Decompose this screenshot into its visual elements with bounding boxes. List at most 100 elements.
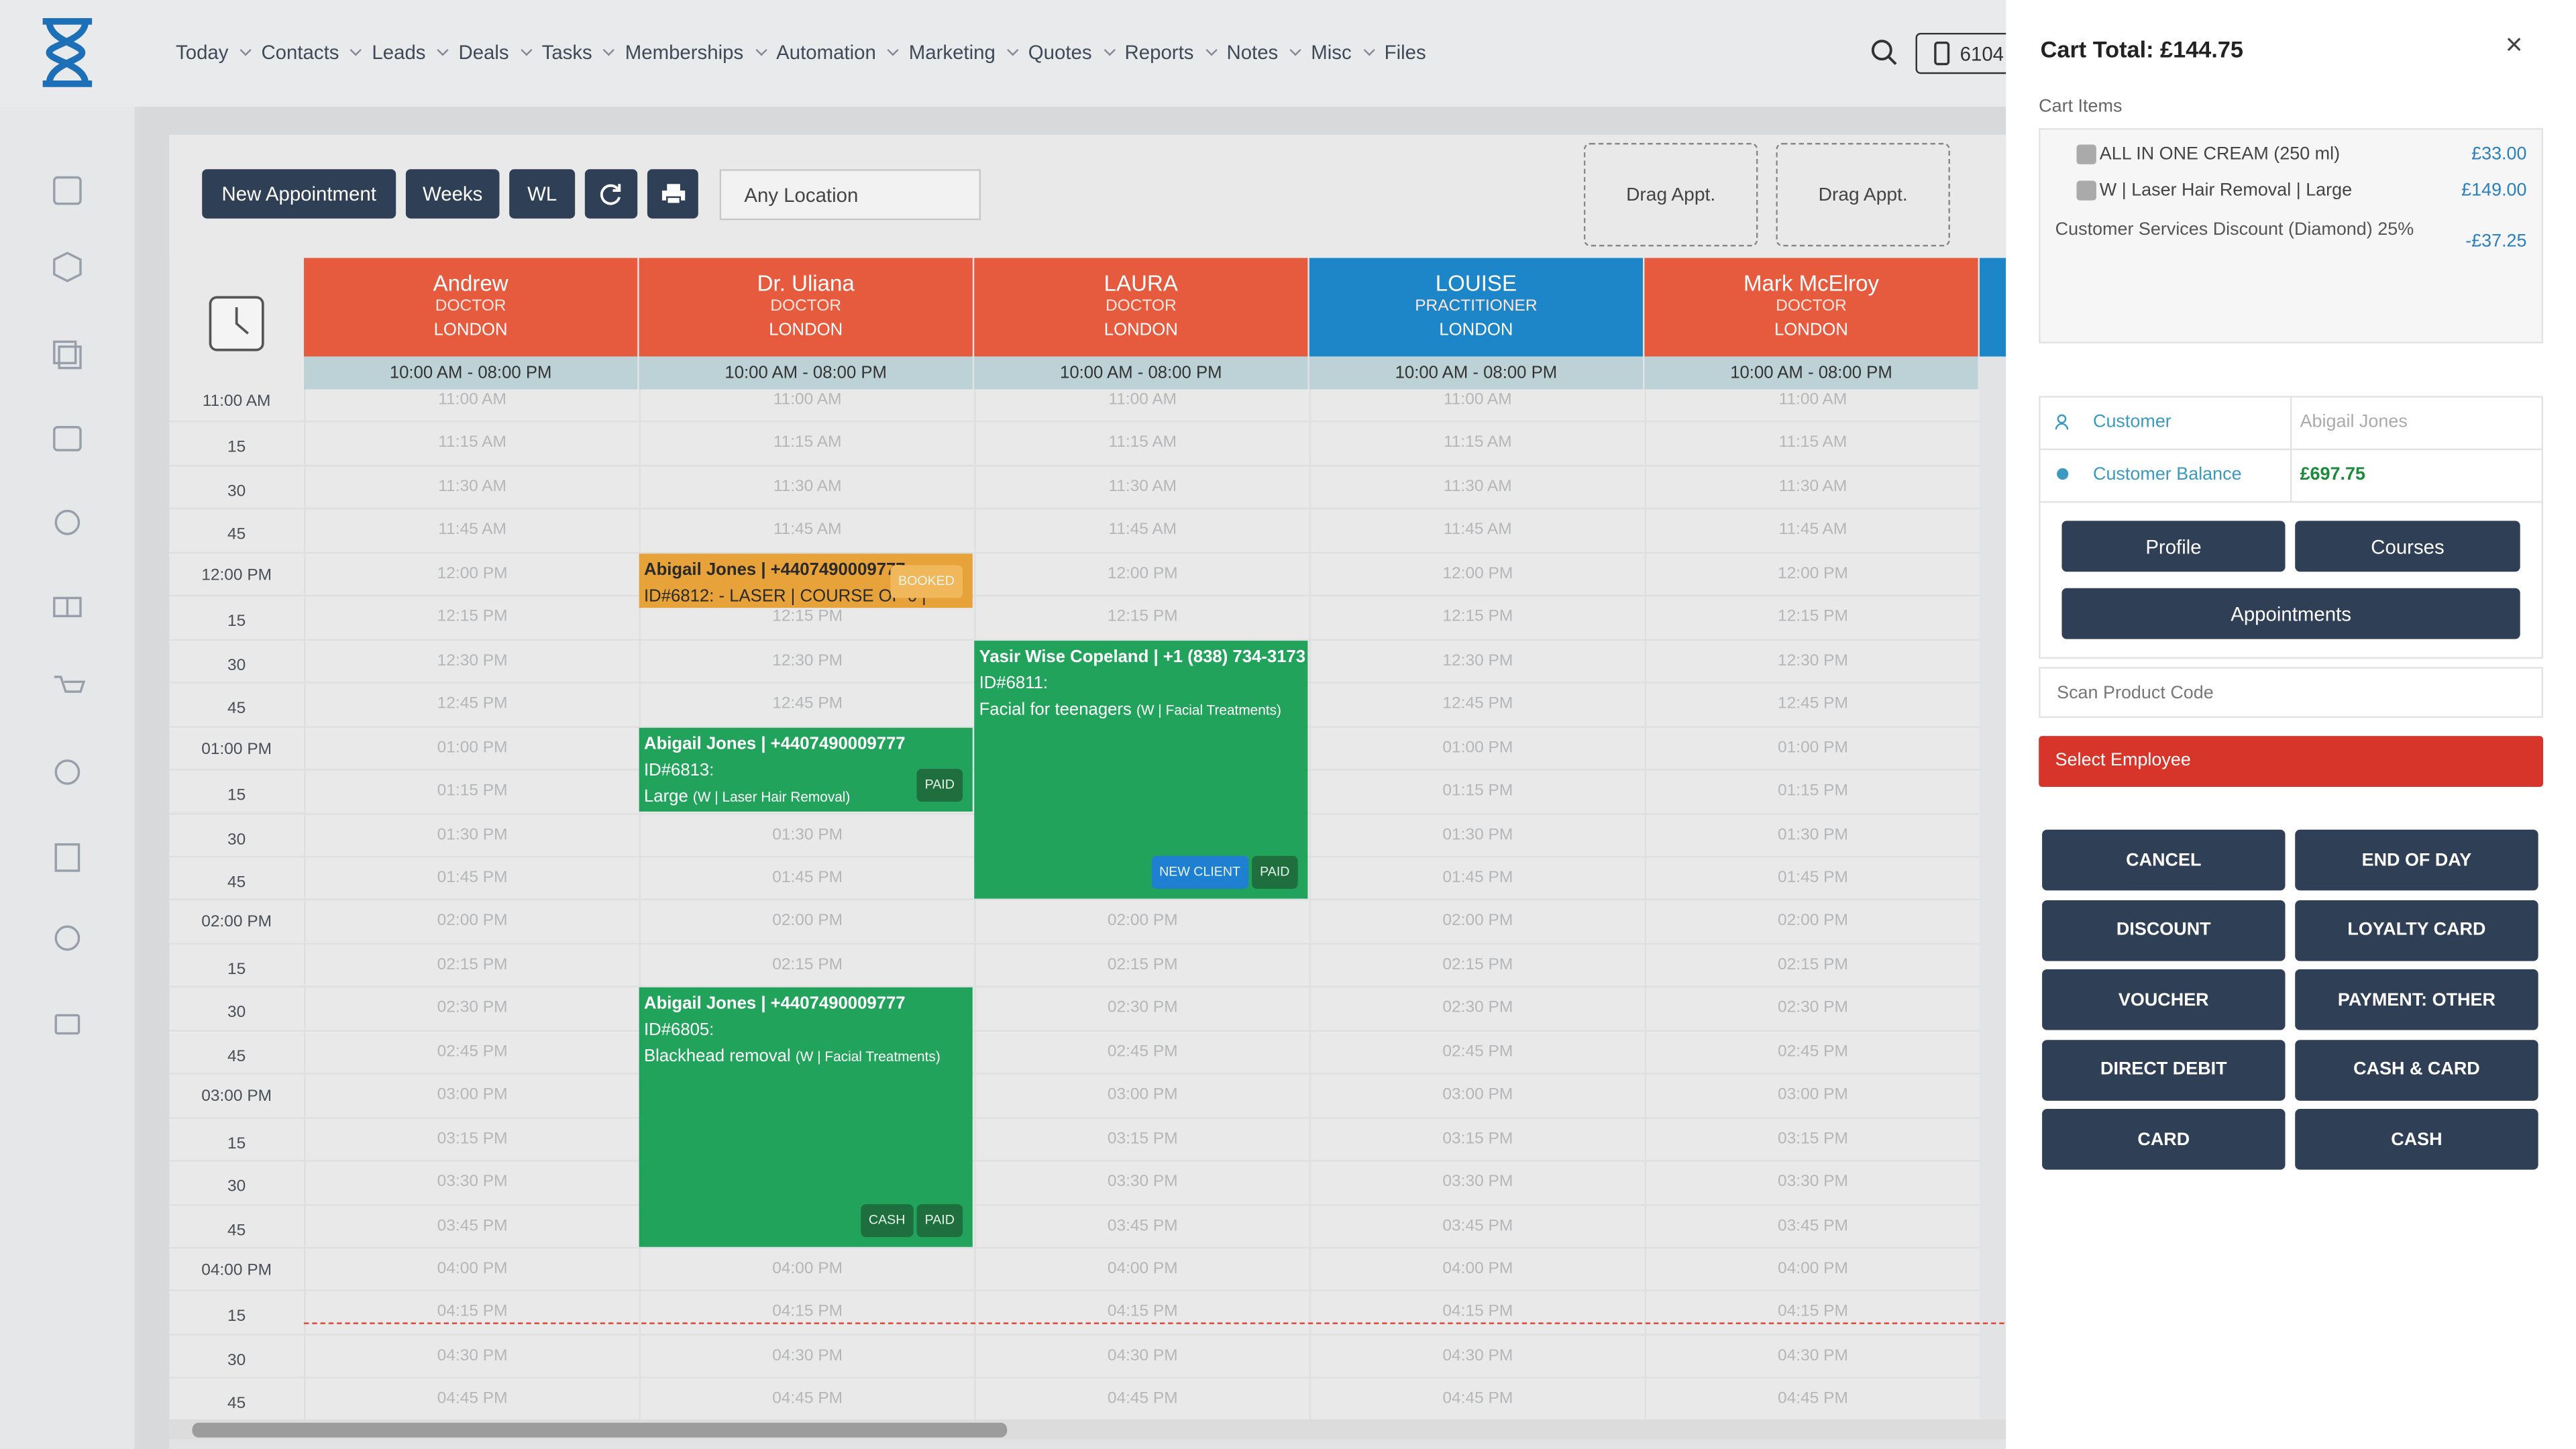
customer-button[interactable]: Courses (2295, 521, 2520, 572)
payment-button[interactable]: CANCEL (2042, 829, 2286, 891)
slot-cell[interactable]: 11:00 AM (1644, 389, 1980, 423)
slot-cell[interactable]: 11:00 AM (974, 389, 1309, 423)
slot-cell[interactable]: 12:15 PM (974, 595, 1309, 641)
slot-cell[interactable]: 03:45 PM (304, 1203, 639, 1249)
appointment[interactable]: Abigail Jones | +4407490009777 ID#6813: La… (639, 727, 973, 812)
slot-cell[interactable]: 01:15 PM (304, 769, 639, 814)
slot-cell[interactable]: 04:45 PM (974, 1377, 1309, 1423)
slot-cell[interactable]: 01:15 PM (1644, 769, 1980, 814)
slot-cell[interactable]: 11:45 AM (1309, 508, 1645, 553)
close-button[interactable]: × (2505, 28, 2523, 61)
slot-cell[interactable]: 01:30 PM (304, 812, 639, 858)
slot-cell[interactable]: 02:45 PM (1309, 1029, 1645, 1075)
staff-header[interactable]: Andrew DOCTOR LONDON (304, 258, 638, 357)
phone-box[interactable]: 6104 (1915, 32, 2015, 74)
slot-cell[interactable]: 04:15 PM (1644, 1290, 1980, 1336)
payment-button[interactable]: CARD (2042, 1109, 2286, 1170)
drag-slot[interactable]: Drag Appt. (1776, 143, 1950, 247)
slot-cell[interactable]: 11:15 AM (974, 421, 1309, 467)
nav-item[interactable]: Deals (458, 41, 509, 64)
slot-cell[interactable]: 02:15 PM (1309, 943, 1645, 988)
slot-cell[interactable]: 02:00 PM (1309, 899, 1645, 945)
slot-cell[interactable]: 12:45 PM (304, 682, 639, 727)
slot-cell[interactable]: 12:00 PM (1644, 551, 1980, 597)
slot-cell[interactable]: 02:45 PM (1644, 1029, 1980, 1075)
slot-cell[interactable]: 11:30 AM (639, 464, 975, 510)
refresh-button[interactable] (584, 169, 638, 219)
slot-cell[interactable]: 12:00 PM (304, 551, 639, 597)
slot-cell[interactable]: 04:15 PM (974, 1290, 1309, 1336)
slot-cell[interactable]: 12:15 PM (1309, 595, 1645, 641)
slot-cell[interactable]: 03:15 PM (1309, 1116, 1645, 1162)
nav-item[interactable]: Notes (1226, 41, 1279, 64)
slot-cell[interactable]: 11:15 AM (304, 421, 639, 467)
slot-cell[interactable]: 01:30 PM (1309, 812, 1645, 858)
staff-header[interactable]: LAURA DOCTOR LONDON (974, 258, 1308, 357)
slot-cell[interactable]: 03:30 PM (1644, 1160, 1980, 1205)
slot-cell[interactable]: 03:30 PM (1309, 1160, 1645, 1205)
print-button[interactable] (647, 169, 698, 219)
slot-cell[interactable]: 02:30 PM (304, 986, 639, 1032)
slot-cell[interactable]: 11:45 AM (639, 508, 975, 553)
search-icon[interactable] (1870, 38, 1899, 67)
slot-cell[interactable]: 03:45 PM (974, 1203, 1309, 1249)
slot-cell[interactable]: 02:45 PM (974, 1029, 1309, 1075)
payment-button[interactable]: END OF DAY (2295, 829, 2538, 891)
slot-cell[interactable]: 02:00 PM (304, 899, 639, 945)
slot-cell[interactable]: 04:00 PM (1309, 1246, 1645, 1292)
location-select[interactable]: Any Location (719, 169, 981, 221)
scroll-thumb[interactable] (192, 1422, 1008, 1438)
drag-slot[interactable]: Drag Appt. (1583, 143, 1758, 247)
staff-header[interactable]: Dr. Uliana DOCTOR LONDON (639, 258, 973, 357)
slot-cell[interactable]: 04:30 PM (1309, 1334, 1645, 1379)
slot-cell[interactable]: 01:30 PM (1644, 812, 1980, 858)
slot-cell[interactable]: 11:45 AM (974, 508, 1309, 553)
slot-cell[interactable]: 04:30 PM (304, 1334, 639, 1379)
employee-select[interactable]: Select Employee (2039, 736, 2544, 788)
slot-cell[interactable]: 01:45 PM (1309, 855, 1645, 901)
slot-cell[interactable]: 11:30 AM (974, 464, 1309, 510)
slot-cell[interactable]: 12:30 PM (1309, 638, 1645, 684)
nav-item[interactable]: Leads (372, 41, 426, 64)
slot-cell[interactable]: 04:30 PM (974, 1334, 1309, 1379)
slot-cell[interactable]: 11:15 AM (1644, 421, 1980, 467)
slot-cell[interactable]: 11:45 AM (304, 508, 639, 553)
slot-cell[interactable]: 12:30 PM (639, 638, 975, 684)
customer-value[interactable]: Abigail Jones (2300, 412, 2408, 433)
slot-cell[interactable]: 11:15 AM (1309, 421, 1645, 467)
nav-item[interactable]: Today (176, 41, 229, 64)
slot-cell[interactable]: 11:30 AM (1309, 464, 1645, 510)
staff-header[interactable]: LOUISE PRACTITIONER LONDON (1309, 258, 1643, 357)
slot-cell[interactable]: 01:30 PM (639, 812, 975, 858)
slot-cell[interactable]: 12:45 PM (1309, 682, 1645, 727)
slot-cell[interactable]: 01:45 PM (1644, 855, 1980, 901)
slot-cell[interactable]: 03:45 PM (1644, 1203, 1980, 1249)
slot-cell[interactable]: 02:00 PM (639, 899, 975, 945)
payment-button[interactable]: VOUCHER (2042, 969, 2286, 1030)
nav-item[interactable]: Contacts (261, 41, 339, 64)
slot-cell[interactable]: 04:30 PM (639, 1334, 975, 1379)
scan-input[interactable]: Scan Product Code (2039, 667, 2544, 718)
nav-item[interactable]: Reports (1124, 41, 1194, 64)
payment-button[interactable]: DIRECT DEBIT (2042, 1038, 2286, 1100)
slot-cell[interactable]: 01:15 PM (1309, 769, 1645, 814)
slot-cell[interactable]: 02:30 PM (1644, 986, 1980, 1032)
slot-cell[interactable]: 01:00 PM (1644, 725, 1980, 771)
appointment[interactable]: Yasir Wise Copeland | +1 (838) 734-3173 I… (974, 640, 1308, 900)
toolbar-button[interactable]: New Appointment (202, 169, 396, 219)
slot-cell[interactable]: 11:00 AM (1309, 389, 1645, 423)
slot-cell[interactable]: 04:45 PM (1644, 1377, 1980, 1423)
nav-item[interactable]: Automation (776, 41, 876, 64)
slot-cell[interactable]: 02:00 PM (1644, 899, 1980, 945)
slot-cell[interactable]: 04:15 PM (639, 1290, 975, 1336)
slot-cell[interactable]: 11:30 AM (1644, 464, 1980, 510)
toolbar-button[interactable]: WL (509, 169, 576, 219)
appointment[interactable]: Abigail Jones | +4407490009777 ID#6812: -… (639, 553, 973, 608)
slot-cell[interactable]: 04:15 PM (304, 1290, 639, 1336)
slot-cell[interactable]: 04:45 PM (639, 1377, 975, 1423)
slot-cell[interactable]: 02:15 PM (304, 943, 639, 988)
slot-cell[interactable]: 11:30 AM (304, 464, 639, 510)
slot-cell[interactable]: 04:00 PM (1644, 1246, 1980, 1292)
slot-cell[interactable]: 01:00 PM (1309, 725, 1645, 771)
scrollbar[interactable] (169, 1419, 2006, 1440)
